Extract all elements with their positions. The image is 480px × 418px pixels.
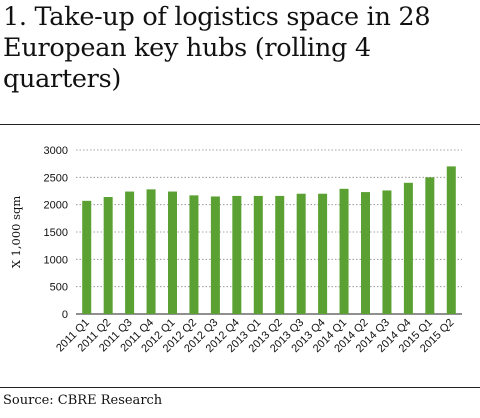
y-tick-label: 3000	[44, 145, 68, 157]
bar	[275, 195, 285, 314]
bar	[125, 191, 135, 314]
source-note: Source: CBRE Research	[3, 393, 163, 408]
bar	[403, 182, 413, 314]
bar	[425, 177, 435, 314]
bar	[103, 197, 113, 314]
y-tick-label: 1000	[44, 254, 68, 266]
bar	[318, 193, 328, 314]
bar	[210, 196, 220, 314]
y-tick-label: 2000	[44, 200, 68, 212]
bar	[82, 200, 92, 314]
chart-title: 1. Take-up of logistics space in 28 Euro…	[3, 2, 431, 94]
bar	[360, 192, 371, 314]
title-divider	[0, 124, 480, 125]
bar	[253, 195, 263, 314]
bar	[146, 189, 156, 314]
y-tick-label: 1500	[44, 227, 68, 239]
bar	[232, 195, 242, 314]
bar	[296, 193, 306, 314]
bar	[382, 190, 392, 314]
y-tick-label: 500	[50, 282, 68, 294]
y-tick-label: 2500	[44, 172, 68, 184]
bar	[189, 195, 199, 314]
y-axis-label: X 1,000 sqm	[9, 196, 23, 269]
bar	[446, 166, 456, 314]
bar	[167, 191, 178, 314]
y-tick-label: 0	[62, 309, 68, 321]
bar	[339, 188, 349, 314]
source-divider	[0, 387, 480, 388]
